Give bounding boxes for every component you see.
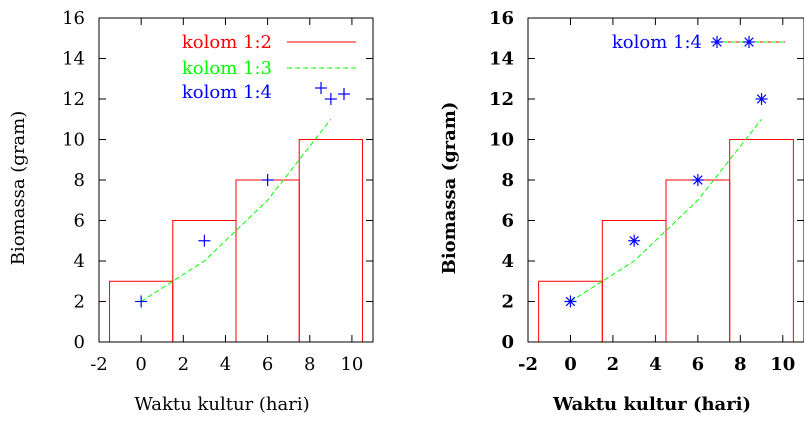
marker-stroke [756, 94, 767, 104]
data-point-marker [628, 234, 641, 247]
step-bar [298, 139, 363, 343]
step-bar [109, 280, 174, 343]
data-point-marker [324, 93, 337, 105]
data-point-marker [261, 174, 274, 186]
y-tick-label: 10 [489, 130, 514, 151]
x-tick-label: 6 [262, 354, 273, 375]
legend-swatch [711, 36, 723, 48]
legend-swatch [315, 82, 327, 94]
data-point-marker [135, 295, 148, 308]
data-point-marker [691, 174, 704, 186]
x-tick-label: 8 [734, 354, 747, 375]
legend-label: kolom 1:2 [182, 32, 272, 53]
y-tick-label: 14 [62, 49, 85, 70]
y-tick-label: 4 [501, 251, 514, 272]
y-tick-label: 6 [501, 211, 514, 232]
legend-swatch [338, 88, 350, 100]
x-tick-label: 10 [770, 354, 795, 375]
step-bar [538, 280, 603, 343]
y-tick-label: 14 [489, 49, 514, 70]
x-axis-title: Waktu kultur (hari) [552, 394, 751, 415]
marker-stroke [693, 175, 703, 185]
x-tick-label: 2 [178, 354, 189, 375]
y-tick-label: 8 [501, 170, 514, 191]
y-tick-label: 8 [74, 170, 85, 191]
y-tick-label: 6 [74, 211, 85, 232]
marker-stroke [629, 236, 639, 246]
y-tick-label: 16 [489, 8, 514, 29]
x-axis-title: Waktu kultur (hari) [134, 394, 309, 415]
legend-label: kolom 1:4 [612, 32, 702, 53]
marker-stroke [712, 37, 722, 47]
y-tick-label: 10 [62, 130, 85, 151]
step-bar [235, 179, 300, 343]
legend-swatch [743, 36, 755, 48]
y-tick-label: 0 [501, 332, 514, 353]
y-tick-label: 2 [74, 292, 85, 313]
x-tick-label: -2 [90, 354, 108, 375]
x-tick-label: 4 [649, 354, 662, 375]
y-tick-label: 12 [62, 89, 85, 110]
x-tick-label: -2 [518, 354, 538, 375]
data-point-marker [198, 234, 211, 247]
x-tick-label: 8 [304, 354, 315, 375]
data-point-marker [755, 93, 768, 105]
legend-label: kolom 1:4 [182, 82, 272, 103]
step-bar [665, 179, 731, 343]
x-tick-label: 0 [564, 354, 577, 375]
y-axis-title: Biomassa (gram) [8, 111, 29, 266]
x-tick-label: 2 [607, 354, 620, 375]
y-axis-title: Biomassa (gram) [439, 102, 460, 275]
legend: kolom 1:2 kolom 1:3 kolom 1:4 [182, 32, 356, 103]
legend: kolom 1:4 [612, 32, 785, 53]
marker-stroke [565, 296, 576, 307]
marker-stroke [744, 37, 754, 47]
y-tick-label: 2 [501, 292, 514, 313]
data-point-marker [564, 295, 577, 308]
x-tick-label: 6 [692, 354, 705, 375]
x-tick-label: 0 [135, 354, 146, 375]
legend-label: kolom 1:3 [182, 58, 272, 79]
y-tick-label: 12 [489, 89, 514, 110]
x-tick-label: 4 [220, 354, 231, 375]
step-bar [729, 139, 794, 343]
y-tick-label: 4 [74, 251, 85, 272]
y-tick-label: 0 [74, 332, 85, 353]
x-tick-label: 10 [340, 354, 363, 375]
y-tick-label: 16 [62, 8, 85, 29]
